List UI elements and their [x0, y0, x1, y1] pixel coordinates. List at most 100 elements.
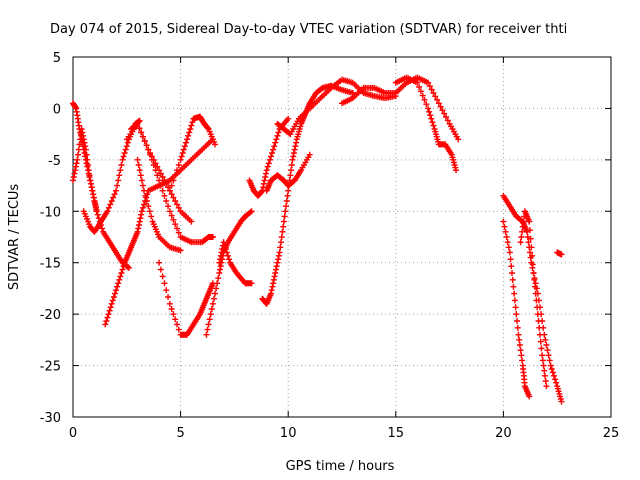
data-point-marker — [511, 297, 518, 304]
data-point-marker — [81, 150, 88, 156]
data-point-marker — [93, 208, 100, 215]
data-point-marker — [525, 239, 532, 246]
data-point-marker — [213, 285, 220, 292]
data-point-marker — [513, 311, 520, 318]
data-point-marker — [267, 290, 274, 297]
data-point-marker — [282, 208, 289, 215]
data-point-marker — [137, 172, 144, 179]
data-point-marker — [529, 252, 536, 259]
data-point-marker — [437, 103, 444, 110]
data-point-marker — [116, 276, 123, 283]
data-point-marker — [288, 167, 295, 174]
y-tick-label: -25 — [40, 360, 61, 375]
data-point-marker — [141, 201, 148, 208]
data-point-marker — [166, 300, 173, 307]
data-point-marker — [186, 129, 193, 136]
data-point-marker — [426, 108, 433, 115]
data-point-marker — [264, 163, 271, 170]
data-point-marker — [505, 244, 512, 251]
data-point-marker — [124, 264, 131, 270]
data-point-marker — [70, 174, 77, 180]
series-pass-19 — [500, 192, 565, 405]
data-point-marker — [146, 208, 153, 215]
data-point-marker — [288, 162, 295, 168]
data-point-marker — [217, 266, 224, 273]
data-point-marker — [553, 379, 560, 386]
data-point-marker — [269, 283, 276, 290]
data-point-marker — [268, 287, 275, 294]
data-point-marker — [189, 119, 196, 126]
data-point-marker — [168, 191, 175, 198]
data-point-marker — [124, 139, 131, 146]
data-point-marker — [516, 336, 523, 343]
data-point-marker — [110, 194, 117, 201]
data-point-marker — [72, 163, 79, 170]
series-pass-7 — [134, 156, 184, 254]
data-point-marker — [429, 119, 436, 126]
data-point-marker — [99, 225, 106, 232]
data-point-marker — [77, 132, 84, 139]
series-pass-17 — [392, 74, 460, 174]
data-point-marker — [157, 182, 164, 189]
data-point-marker — [148, 213, 155, 220]
data-point-marker — [119, 266, 126, 273]
data-point-marker — [526, 393, 533, 400]
series-pass-20 — [517, 208, 550, 390]
data-point-marker — [109, 297, 116, 304]
data-point-marker — [530, 270, 537, 276]
data-point-marker — [290, 153, 297, 160]
data-point-marker — [531, 276, 538, 283]
data-point-marker — [161, 177, 168, 184]
data-point-marker — [260, 184, 267, 191]
data-point-marker — [519, 228, 526, 235]
data-point-marker — [543, 342, 550, 348]
data-point-marker — [143, 198, 150, 204]
data-point-marker — [509, 276, 516, 283]
data-point-marker — [430, 90, 437, 96]
data-point-marker — [172, 316, 179, 323]
series-pass-18 — [500, 218, 533, 400]
data-point-marker — [267, 153, 274, 160]
data-point-marker — [70, 177, 76, 184]
data-point-marker — [78, 136, 85, 143]
data-point-marker — [85, 170, 92, 177]
data-point-marker — [150, 156, 157, 163]
data-point-marker — [270, 280, 277, 287]
series-group — [70, 74, 565, 405]
data-point-marker — [180, 146, 187, 153]
data-point-marker — [92, 201, 99, 208]
data-point-marker — [529, 261, 536, 268]
data-point-marker — [262, 170, 269, 177]
data-point-marker — [558, 251, 565, 258]
data-point-marker — [263, 167, 270, 174]
data-point-marker — [134, 228, 141, 235]
data-point-marker — [272, 139, 279, 146]
data-point-marker — [179, 150, 186, 156]
data-point-marker — [500, 218, 507, 225]
data-point-marker — [291, 146, 298, 153]
chart-title: Day 074 of 2015, Sidereal Day-to-day VTE… — [50, 22, 567, 37]
x-tick-label: 25 — [603, 426, 620, 441]
data-point-marker — [135, 225, 142, 232]
data-point-marker — [425, 105, 432, 112]
data-point-marker — [539, 352, 546, 359]
data-point-marker — [541, 367, 548, 374]
data-point-marker — [113, 287, 120, 294]
y-tick-label: -10 — [40, 205, 61, 220]
data-point-marker — [117, 273, 124, 280]
data-point-marker — [247, 209, 254, 216]
data-point-marker — [262, 174, 269, 180]
data-point-marker — [503, 234, 510, 240]
data-point-marker — [94, 211, 101, 218]
data-point-marker — [273, 263, 280, 270]
x-tick-label: 20 — [495, 426, 512, 441]
data-point-marker — [248, 280, 255, 287]
data-point-marker — [278, 234, 285, 240]
data-point-marker — [80, 143, 87, 150]
data-point-marker — [77, 129, 84, 136]
data-point-marker — [423, 101, 430, 108]
data-point-marker — [260, 180, 267, 187]
x-axis-label: GPS time / hours — [286, 459, 395, 474]
data-point-marker — [156, 177, 163, 184]
data-point-marker — [168, 212, 175, 219]
